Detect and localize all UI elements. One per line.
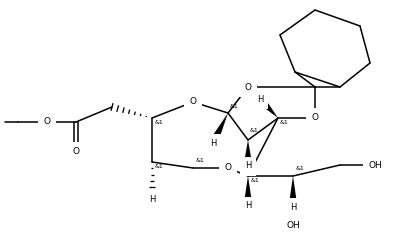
Text: O: O <box>44 118 50 127</box>
Polygon shape <box>243 176 253 206</box>
Text: &1: &1 <box>155 121 164 126</box>
Polygon shape <box>243 140 253 166</box>
Text: &1: &1 <box>280 120 289 124</box>
Text: &1: &1 <box>251 179 260 183</box>
Text: &1: &1 <box>155 165 164 169</box>
Text: O: O <box>73 148 79 157</box>
Text: H: H <box>245 161 251 171</box>
Text: &1: &1 <box>250 129 259 134</box>
Text: &1: &1 <box>196 158 205 162</box>
Text: O: O <box>224 164 231 173</box>
Text: &1: &1 <box>230 104 239 108</box>
Text: H: H <box>149 196 155 204</box>
Polygon shape <box>257 96 278 118</box>
Text: OH: OH <box>368 160 382 169</box>
Text: O: O <box>245 83 251 91</box>
Polygon shape <box>209 113 228 145</box>
Polygon shape <box>289 176 297 207</box>
Text: O: O <box>312 113 318 122</box>
Text: OH: OH <box>286 220 300 229</box>
Text: H: H <box>290 203 296 212</box>
Text: &1: &1 <box>296 166 305 171</box>
Text: O: O <box>189 98 197 106</box>
Text: H: H <box>210 138 216 148</box>
Text: H: H <box>245 202 251 211</box>
Text: H: H <box>257 94 263 104</box>
